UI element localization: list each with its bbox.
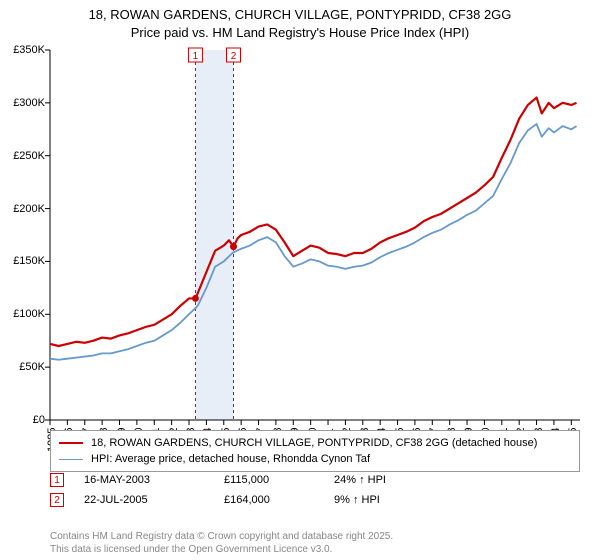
- copyright-line1: Contains HM Land Registry data © Crown c…: [50, 530, 393, 543]
- y-tick-label: £300K: [0, 97, 45, 109]
- title-line1: 18, ROWAN GARDENS, CHURCH VILLAGE, PONTY…: [0, 6, 600, 24]
- legend-item: 18, ROWAN GARDENS, CHURCH VILLAGE, PONTY…: [59, 435, 571, 451]
- sale-delta: 24% ↑ HPI: [334, 474, 386, 486]
- sale-date: 16-MAY-2003: [84, 474, 224, 486]
- line-chart: 12: [50, 50, 580, 420]
- title-line2: Price paid vs. HM Land Registry's House …: [0, 24, 600, 42]
- legend-label: 18, ROWAN GARDENS, CHURCH VILLAGE, PONTY…: [91, 437, 537, 449]
- svg-text:1: 1: [193, 51, 199, 62]
- y-tick-label: £100K: [0, 308, 45, 320]
- copyright-line2: This data is licensed under the Open Gov…: [50, 543, 393, 556]
- sales-table: 1 16-MAY-2003£115,00024% ↑ HPI 2 22-JUL-200…: [50, 470, 386, 510]
- sale-row: 2 22-JUL-2005£164,0009% ↑ HPI: [50, 490, 386, 510]
- copyright: Contains HM Land Registry data © Crown c…: [50, 530, 393, 556]
- chart-title: 18, ROWAN GARDENS, CHURCH VILLAGE, PONTY…: [0, 0, 600, 42]
- y-tick-label: £350K: [0, 44, 45, 56]
- legend-swatch: [59, 442, 83, 444]
- legend-label: HPI: Average price, detached house, Rhon…: [91, 453, 370, 465]
- y-tick-label: £250K: [0, 150, 45, 162]
- y-tick-label: £50K: [0, 361, 45, 373]
- sale-price: £164,000: [224, 494, 334, 506]
- sale-marker: 1: [50, 473, 64, 487]
- legend: 18, ROWAN GARDENS, CHURCH VILLAGE, PONTY…: [50, 430, 580, 472]
- y-tick-label: £0: [0, 414, 45, 426]
- legend-swatch: [59, 459, 83, 460]
- sale-row: 1 16-MAY-2003£115,00024% ↑ HPI: [50, 470, 386, 490]
- sale-delta: 9% ↑ HPI: [334, 494, 380, 506]
- sale-date: 22-JUL-2005: [84, 494, 224, 506]
- chart-area: 12: [50, 50, 580, 420]
- svg-text:2: 2: [231, 51, 237, 62]
- legend-item: HPI: Average price, detached house, Rhon…: [59, 451, 571, 467]
- sale-price: £115,000: [224, 474, 334, 486]
- y-tick-label: £150K: [0, 255, 45, 267]
- sale-marker: 2: [50, 493, 64, 507]
- y-tick-label: £200K: [0, 203, 45, 215]
